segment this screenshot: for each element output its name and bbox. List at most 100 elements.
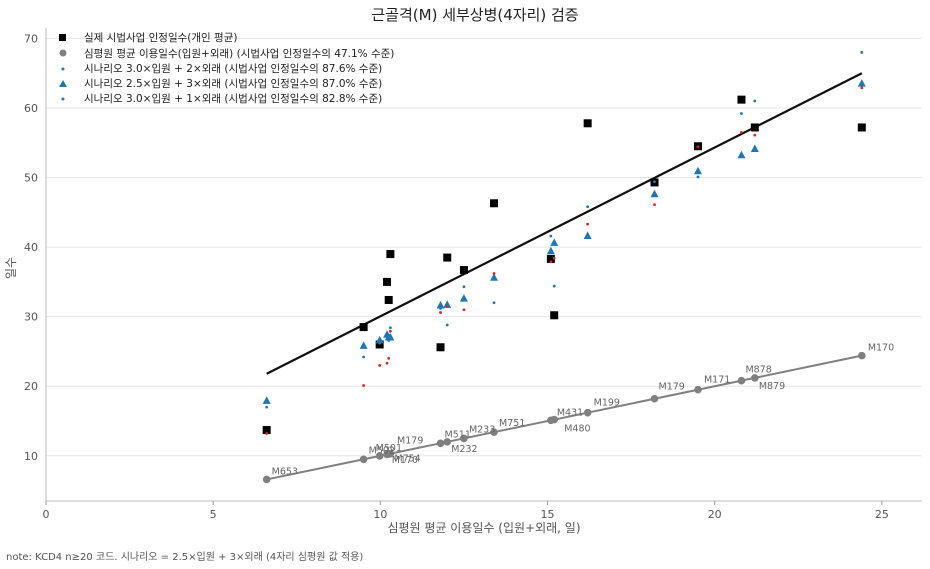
point-scenario-2: [436, 301, 445, 309]
point-label: M199: [594, 398, 620, 409]
point-scenario-3: [439, 311, 442, 314]
point-scenario-2: [359, 341, 368, 349]
point-hira: [359, 455, 368, 464]
point-scenario-2: [693, 166, 702, 175]
point-hira: [490, 428, 498, 436]
y-tick-label: 40: [24, 241, 38, 254]
point-scenario-2: [583, 231, 592, 239]
fit-line: [266, 72, 863, 375]
point-scenario-2: [375, 335, 384, 344]
point-label: M179: [397, 435, 423, 446]
point-labels: M653M502M501M179M170M754M511M232M233M751…: [272, 343, 894, 478]
point-scenario-1: [445, 323, 449, 327]
point-hira: [751, 374, 759, 382]
point-actual: [262, 426, 271, 435]
point-scenario-3: [492, 272, 496, 275]
point-actual: [386, 250, 395, 259]
point-scenario-2: [650, 189, 659, 198]
point-scenario-2: [750, 144, 759, 153]
point-label: M878: [745, 365, 771, 376]
legend-marker-actual: [59, 34, 66, 41]
point-scenario-1: [492, 301, 496, 305]
point-scenario-3: [552, 256, 556, 260]
point-actual: [436, 343, 445, 352]
point-hira: [436, 439, 445, 448]
legend-label-scenario-2: 시나리오 2.5×입원 + 3×외래 (시법사업 인정일수의 87.0% 수준): [84, 77, 382, 90]
point-scenario-1: [462, 285, 466, 289]
point-hira: [375, 452, 384, 460]
point-scenario-1: [586, 205, 590, 209]
x-axis-ticks: 0 5 10 15 20 25: [43, 501, 889, 521]
point-hira: [737, 376, 746, 385]
x-tick-label: 0: [43, 508, 50, 521]
point-scenario-3: [445, 304, 449, 308]
point-scenario-3: [549, 260, 553, 264]
legend-marker-scenario-3: [61, 97, 65, 101]
point-scenario-3: [378, 363, 382, 367]
point-label: M232: [451, 444, 477, 455]
point-label: M480: [564, 424, 590, 435]
point-actual: [737, 95, 746, 104]
legend-label-actual: 실제 시법사업 인정일수(개인 평균): [84, 31, 237, 44]
gridlines: [46, 37, 922, 457]
point-label: M751: [499, 418, 525, 429]
point-hira: [694, 385, 702, 394]
point-hira: [443, 438, 452, 446]
point-actual: [443, 253, 452, 262]
point-scenario-2: [459, 294, 468, 302]
point-actual: [359, 323, 368, 332]
point-label: M502: [369, 445, 395, 456]
point-actual: [546, 254, 555, 263]
point-scenario-1: [265, 405, 269, 409]
point-scenario-2: [857, 79, 866, 87]
point-scenario-3: [586, 222, 590, 226]
y-axis-label: 일수: [4, 257, 18, 279]
y-tick-label: 20: [24, 380, 38, 393]
point-scenario-2: [443, 300, 452, 308]
point-actual: [857, 123, 866, 132]
point-label: M170: [392, 455, 418, 466]
point-scenario-1: [653, 180, 656, 184]
chart-title: 근골격(M) 세부상병(4자리) 검증: [371, 6, 578, 24]
point-actual: [384, 295, 393, 304]
point-scenario-1: [549, 234, 553, 238]
point-scenario-3: [653, 203, 656, 207]
point-actual: [550, 311, 559, 320]
point-scenario-1: [362, 355, 366, 359]
y-tick-label: 10: [24, 450, 38, 463]
point-scenario-3: [385, 361, 389, 365]
point-scenario-2: [546, 246, 555, 255]
point-scenario-3: [696, 145, 700, 149]
y-tick-label: 70: [24, 32, 38, 45]
axes: [45, 28, 922, 502]
legend-marker-scenario-1: [61, 67, 65, 71]
point-actual: [750, 123, 759, 132]
point-label: M511: [445, 429, 471, 440]
legend-marker-scenario-2: [59, 80, 67, 87]
y-axis-ticks: 10 20 30 40 50 60 70: [24, 32, 38, 462]
point-scenario-3: [753, 133, 757, 137]
point-hira: [460, 434, 468, 443]
point-scenario-3: [387, 357, 391, 360]
x-tick-label: 5: [210, 508, 217, 521]
x-tick-label: 10: [373, 508, 387, 521]
point-scenario-3: [740, 130, 743, 134]
point-scenario-1: [552, 284, 556, 288]
legend-label-scenario-1: 시나리오 3.0×입원 + 2×외래 (시법사업 인정일수의 87.6% 수준): [84, 62, 382, 75]
point-hira: [550, 415, 559, 424]
legend-label-hira: 심평원 평균 이용일수(입원+외래) (시법사업 인정일수의 47.1% 수준): [84, 47, 394, 60]
point-scenario-3: [265, 432, 269, 435]
point-scenario-1: [696, 175, 700, 179]
point-label: M170: [868, 343, 894, 354]
point-hira: [858, 351, 866, 360]
point-scenario-2: [550, 238, 559, 246]
x-tick-label: 25: [875, 508, 889, 521]
point-label: M501: [376, 443, 402, 454]
point-hira: [262, 475, 271, 484]
point-scenario-3: [860, 86, 864, 90]
footnote: note: KCD4 n≥20 코드. 시나리오 = 2.5×입원 + 3×외래…: [6, 552, 364, 563]
point-scenario-1: [740, 112, 743, 115]
x-axis-label: 심평원 평균 이용일수 (입원+외래, 일): [387, 521, 580, 535]
x-tick-label: 20: [708, 508, 722, 521]
